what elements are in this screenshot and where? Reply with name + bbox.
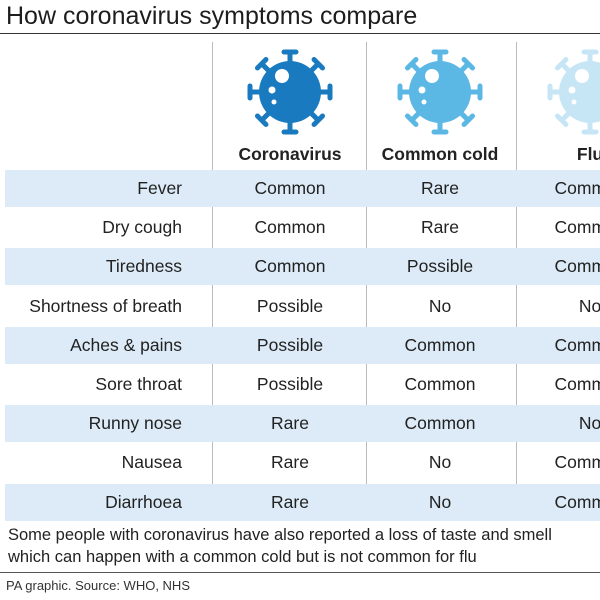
virus-icon <box>547 49 600 135</box>
symptom-label: Aches & pains <box>70 334 182 355</box>
table-cell: No <box>428 452 452 473</box>
table-cell: No <box>428 295 452 316</box>
table-cell: No <box>428 491 452 512</box>
table-cell: Rare <box>421 217 459 238</box>
column-header: Coronavirus <box>238 144 342 164</box>
table-cell: Rare <box>271 413 309 434</box>
row-band <box>5 326 600 364</box>
table-cell: Possible <box>256 374 324 394</box>
table-cell: Common <box>554 452 600 473</box>
symptom-label: Nausea <box>121 452 182 473</box>
title-rule <box>0 33 600 34</box>
title: How coronavirus symptoms compare <box>6 2 418 30</box>
table-cell: Common <box>404 413 476 434</box>
table-cell: Possible <box>256 295 324 316</box>
column-header: Common cold <box>381 144 499 164</box>
table-cell: Common <box>554 491 600 512</box>
symptom-label: Shortness of breath <box>29 295 182 316</box>
footnote: Some people with coronavirus have also r… <box>8 526 552 544</box>
table-cell: Common <box>554 217 600 238</box>
source-rule <box>0 572 600 573</box>
row-band <box>5 170 600 207</box>
symptom-label: Dry cough <box>102 217 182 238</box>
row-band <box>5 405 600 443</box>
table-cell: Common <box>554 256 600 277</box>
row-band <box>5 248 600 286</box>
table-cell: No <box>578 413 600 434</box>
table-cell: Rare <box>271 452 309 473</box>
table-cell: Common <box>554 334 600 355</box>
footnote: which can happen with a common cold but … <box>8 548 477 566</box>
column-header: Flu <box>576 144 600 164</box>
table-cell: Common <box>254 256 326 277</box>
symptom-label: Fever <box>137 178 182 198</box>
table-cell: Rare <box>271 491 309 512</box>
table-cell: Common <box>554 178 600 198</box>
table-cell: Common <box>254 178 326 198</box>
table-cell: Rare <box>421 178 459 198</box>
symptom-label: Sore throat <box>95 374 182 394</box>
source: PA graphic. Source: WHO, NHS <box>6 578 190 593</box>
table-cell: Possible <box>406 256 474 277</box>
symptom-label: Diarrhoea <box>105 491 182 512</box>
table-cell: Common <box>554 374 600 394</box>
table-cell: Possible <box>256 334 324 355</box>
virus-icon <box>397 49 483 135</box>
table-cell: Common <box>404 334 476 355</box>
table-cell: Common <box>254 217 326 238</box>
virus-icon <box>247 49 333 135</box>
symptom-label: Runny nose <box>88 413 182 434</box>
symptom-label: Tiredness <box>105 256 182 277</box>
table-cell: Common <box>404 374 476 394</box>
row-band <box>5 483 600 521</box>
table-cell: No <box>578 295 600 316</box>
